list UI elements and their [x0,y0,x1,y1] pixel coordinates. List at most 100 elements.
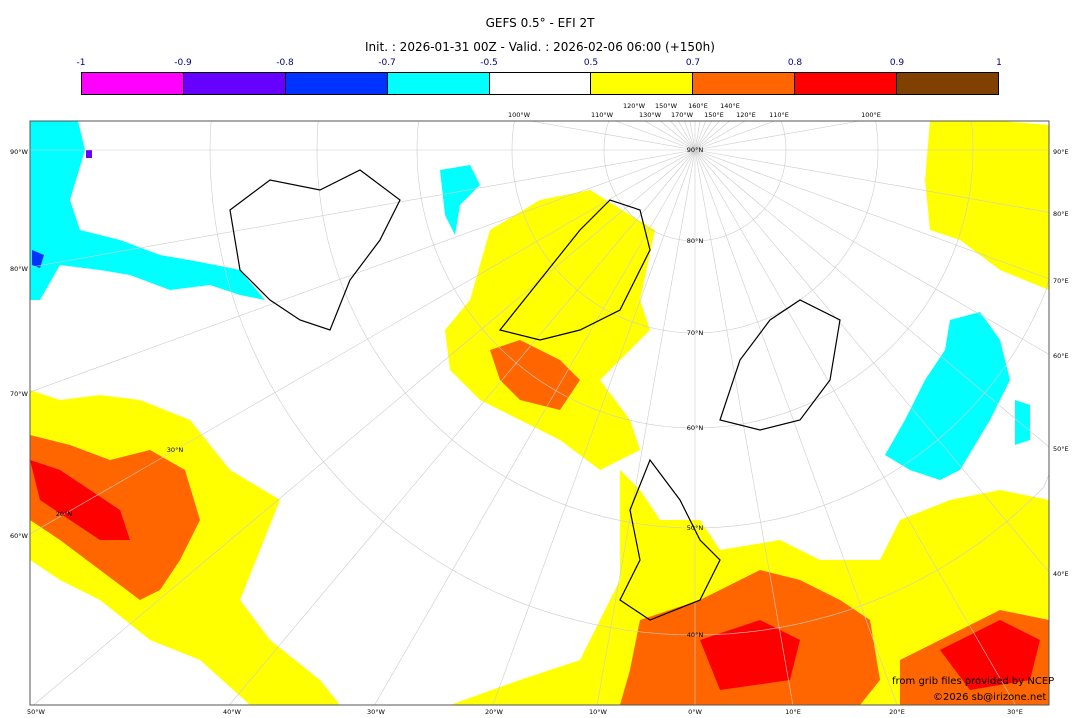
top-axis-label: 140°E [720,102,740,110]
meridian-line [596,149,696,706]
top-axis-label: 120°E [736,111,756,119]
coastline [498,199,651,341]
meridian-line [694,120,730,151]
bottom-axis-label: 50°W [27,708,46,716]
meridian-line [677,120,696,151]
top-axis-label: 150°E [704,111,724,119]
colorbar-tick-label: -0.9 [174,58,192,68]
top-axis-label: 170°W [671,111,694,119]
colorbar-segment [591,73,694,94]
top-axis-label: 150°W [655,102,678,110]
meridian-line [694,120,860,151]
meridian-line [694,120,713,151]
meridian-line [684,120,696,151]
meridian-line [670,120,696,151]
meridian-line [492,149,696,706]
left-axis-label: 80°W [10,265,29,273]
left-axis-label: 60°W [10,532,29,540]
source-credit: from grib files provided by NCEP [892,676,1055,687]
parallel-label: 50°N [687,524,704,532]
meridian-line [694,120,720,151]
meridian-line [530,120,696,151]
map-frame [29,120,1050,706]
coastline [229,169,401,331]
bottom-axis-label: 30°W [367,708,386,716]
bottom-axis-label: 10°E [785,708,801,716]
colorbar-tick-label: -1 [76,58,86,68]
right-axis-label: 80°E [1053,210,1069,218]
top-axis-label: 100°W [508,111,531,119]
coastline [719,299,841,431]
colorbar-segment [489,73,592,94]
colorbar-tick-label: 0.5 [583,58,599,68]
top-axis-label: 130°W [639,111,662,119]
meridian-line [615,120,696,151]
efi-region [30,121,265,300]
meridian-line [694,149,1050,573]
top-axis-label: 110°W [591,111,614,119]
colorbar-segment [285,73,388,94]
efi-region [940,620,1040,690]
meridian-line [644,120,696,151]
colorbar-segment [82,73,184,94]
meridian-line [694,149,898,706]
meridian-line [229,149,696,706]
colorbar-segment [693,73,796,94]
colorbar-tick-label: 0.8 [787,58,803,68]
parallel-label: 70°N [687,329,704,337]
meridian-line [694,149,1016,706]
meridian-line [29,149,696,535]
colorbar-segment [387,73,490,94]
efi-region [700,620,800,690]
efi-region [30,460,130,540]
right-axis-label: 50°E [1053,445,1069,453]
efi-region [1015,400,1030,445]
parallel-label: 90°N [687,146,704,154]
copyright-credit: ©2026 sb@irizone.net [933,692,1047,703]
top-axis-label: 120°W [623,102,646,110]
bottom-axis-label: 10°W [589,708,608,716]
meridian-line [694,149,1050,355]
parallel-label: 40°N [687,631,704,639]
left-axis-label: 70°W [10,390,29,398]
left-axis-label: 90°W [10,148,29,156]
parallel-label: 80°N [687,237,704,245]
meridian-line [660,120,696,151]
colorbar [81,72,999,95]
map-content [29,120,1050,706]
chart-title: GEFS 0.5° - EFI 2T [485,16,595,30]
parallel-label: 60°N [687,424,704,432]
meridian-line [374,149,696,706]
meridian-line [694,120,701,151]
right-axis-label: 40°E [1053,570,1069,578]
right-axis-label: 70°E [1053,277,1069,285]
meridian-line [694,149,1050,213]
top-axis-label: 110°E [769,111,789,119]
meridian-line [694,149,1050,280]
coastline [619,458,721,621]
parallel-label: 20°N [56,510,73,518]
meridian-line [33,149,696,706]
efi-region [440,165,480,235]
colorbar-tick-label: 0.7 [685,58,701,68]
meridian-line [694,149,1050,448]
colorbar-tick-label: 0.9 [889,58,905,68]
meridian-line [689,120,696,151]
colorbar-tick-label: -0.8 [276,58,294,68]
colorbar-segment [897,73,999,94]
efi-region [32,250,44,268]
efi-region [925,121,1049,290]
meridian-line [694,149,794,706]
meridian-line [29,149,696,393]
colorbar-tick-label: -0.5 [480,58,498,68]
parallel-label: 30°N [167,446,184,454]
colorbar-segment [183,73,286,94]
colorbar-tick-label: 1 [996,58,1002,68]
right-axis-label: 60°E [1053,352,1069,360]
bottom-axis-label: 20°W [485,708,504,716]
chart-subtitle: Init. : 2026-01-31 00Z - Valid. : 2026-0… [365,40,715,54]
efi-region [490,340,580,410]
meridian-line [694,120,775,151]
colorbar-segment [795,73,898,94]
